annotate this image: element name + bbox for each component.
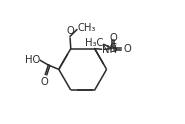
Text: O: O: [66, 26, 74, 36]
Text: CH₃: CH₃: [77, 23, 96, 33]
Text: O: O: [109, 33, 117, 43]
Text: O: O: [41, 77, 48, 87]
Text: O: O: [124, 44, 131, 54]
Text: HO: HO: [25, 55, 40, 65]
Text: NH: NH: [102, 45, 117, 55]
Text: S: S: [109, 42, 117, 55]
Text: H₃C: H₃C: [85, 38, 103, 48]
